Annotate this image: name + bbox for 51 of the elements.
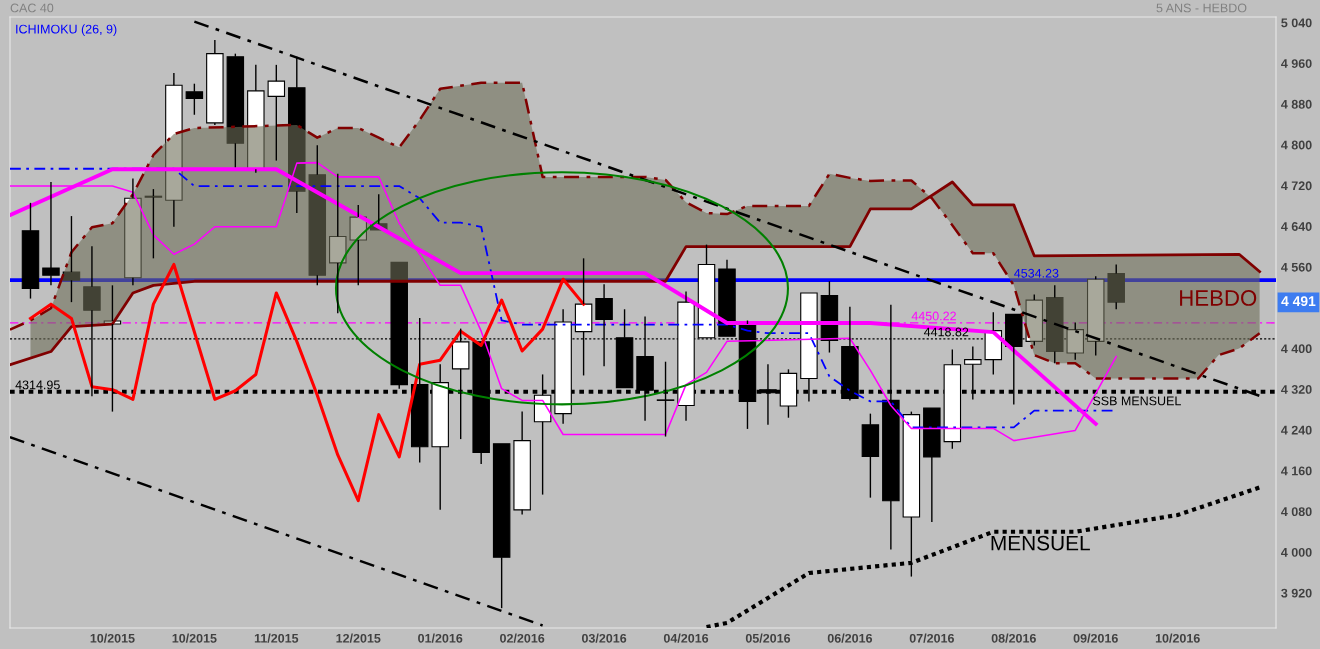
y-tick-label: 3 920 xyxy=(1281,588,1312,598)
candlestick xyxy=(62,215,81,303)
text: 5 ANS - HEBDO xyxy=(1156,3,1247,13)
y-tick-label: 4 720 xyxy=(1281,181,1312,191)
ref-line-label: 4314.95 xyxy=(15,380,60,390)
x-tick-label: 10/2015 xyxy=(172,633,217,643)
y-tick-label: 4 960 xyxy=(1281,59,1312,68)
x-tick-label: 02/2016 xyxy=(500,633,545,643)
y-tick-label: 4 560 xyxy=(1281,262,1312,272)
x-tick-label: 11/2015 xyxy=(254,633,299,643)
annotation: SSB MENSUEL xyxy=(1093,396,1181,406)
candlestick xyxy=(923,407,941,523)
ref-line-label: 4450.22 xyxy=(911,311,956,321)
candlestick xyxy=(288,56,306,214)
candlestick xyxy=(124,177,142,287)
x-tick-label: 05/2016 xyxy=(745,633,791,643)
x-tick-label: 12/2015 xyxy=(336,633,381,643)
x-tick-label: 03/2016 xyxy=(581,633,627,643)
y-tick-label: 4 160 xyxy=(1281,466,1312,476)
candlestick xyxy=(329,173,347,315)
annotation: ICHIMOKU (26, 9) xyxy=(16,24,117,36)
x-tick-label: 07/2016 xyxy=(909,633,954,643)
candlestick xyxy=(42,181,60,287)
y-tick-label: 4 320 xyxy=(1281,385,1312,394)
annotation: HEBDO xyxy=(1180,290,1257,306)
x-tick-label: 06/2016 xyxy=(827,633,873,643)
x-tick-label: 09/2016 xyxy=(1073,633,1118,643)
y-tick-label: 4 800 xyxy=(1281,140,1312,150)
y-tick-label: 4 640 xyxy=(1281,222,1312,231)
y-tick-label: 4 400 xyxy=(1281,344,1312,354)
x-tick-label: 08/2016 xyxy=(991,633,1036,643)
candlestick xyxy=(492,443,511,609)
candlestick xyxy=(513,410,531,516)
ref-line-label: 4418.82 xyxy=(923,327,969,337)
candlestick xyxy=(206,39,224,126)
x-tick-label: 04/2016 xyxy=(663,633,709,643)
chart-title: CAC 40 xyxy=(10,3,54,13)
y-tick-label: 4 000 xyxy=(1281,547,1312,557)
y-tick-label: 4 880 xyxy=(1281,99,1312,109)
y-tick-label: 4 080 xyxy=(1281,507,1312,517)
annotation: MENSUEL xyxy=(991,535,1090,551)
x-tick-label: 01/2016 xyxy=(418,633,463,643)
y-tick-label: 4 240 xyxy=(1281,425,1312,435)
x-tick-label: 10/2015 xyxy=(90,633,135,643)
x-tick-label: 10/2016 xyxy=(1155,633,1200,643)
y-tick-label: 5 040 xyxy=(1281,18,1312,28)
candlestick xyxy=(247,64,265,174)
candlestick xyxy=(165,72,183,228)
ref-line-label: 4534.23 xyxy=(1014,268,1059,278)
text: 4 491 xyxy=(1281,296,1316,307)
line-series xyxy=(704,485,1262,628)
